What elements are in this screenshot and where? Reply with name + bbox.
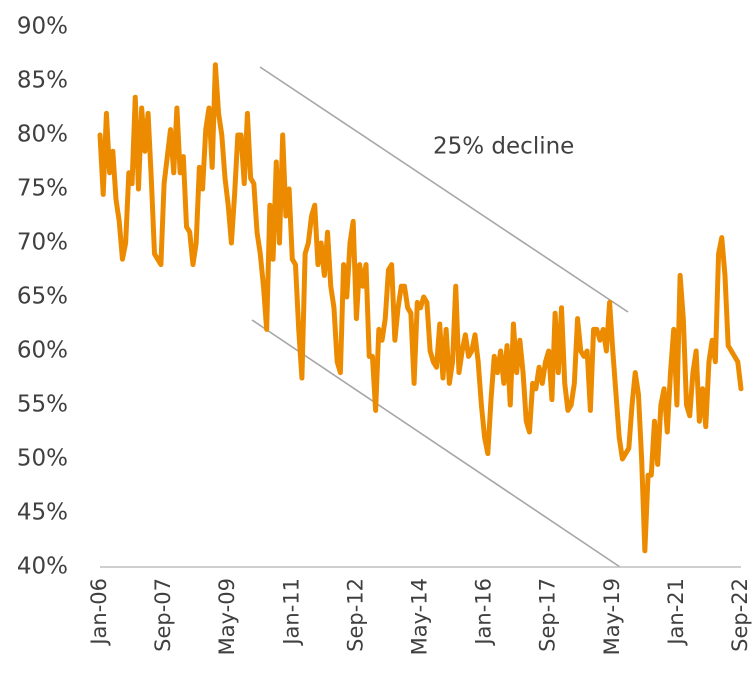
x-tick-label: Sep-22	[728, 578, 752, 652]
y-tick-label: 75%	[17, 176, 68, 202]
y-tick-label: 65%	[17, 284, 68, 310]
trend-line-upper	[259, 66, 629, 313]
x-tick-label: Jan-21	[664, 578, 688, 647]
x-tick-label: May-14	[408, 578, 432, 655]
x-tick-label: Jan-11	[279, 578, 303, 647]
x-tick-label: Sep-07	[151, 578, 175, 652]
y-tick-label: 50%	[17, 446, 68, 472]
line-series	[97, 62, 744, 554]
y-tick-label: 85%	[17, 68, 68, 94]
x-tick-label: Jan-06	[87, 578, 111, 647]
trend-line-lower	[251, 319, 621, 568]
x-tick-label: Jan-16	[472, 578, 496, 647]
y-tick-label: 40%	[17, 554, 68, 580]
y-tick-label: 80%	[17, 122, 68, 148]
annotation: 25% decline	[433, 134, 574, 160]
x-tick-label: May-19	[600, 578, 624, 655]
y-tick-label: 70%	[17, 230, 68, 256]
x-tick-label: Sep-17	[536, 578, 560, 652]
x-tick-label: May-09	[215, 578, 239, 655]
y-tick-label: 55%	[17, 392, 68, 418]
y-tick-label: 45%	[17, 500, 68, 526]
y-tick-label: 90%	[17, 14, 68, 40]
y-tick-label: 60%	[17, 338, 68, 364]
x-tick-label: Sep-12	[343, 578, 367, 652]
